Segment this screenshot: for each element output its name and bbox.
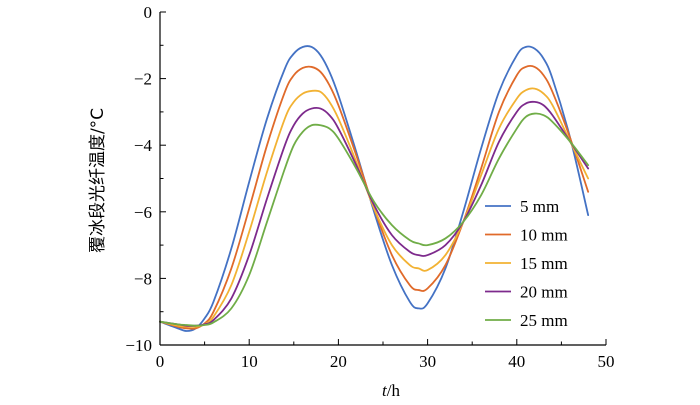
series-line-3 (159, 87, 590, 328)
legend-label-1: 5 mm (520, 197, 559, 216)
x-tick-label: 50 (598, 352, 615, 371)
legend-label-3: 15 mm (520, 254, 568, 273)
series-line-2 (159, 65, 590, 330)
y-tick-label: −10 (125, 336, 152, 355)
legend-label-4: 20 mm (520, 283, 568, 302)
x-tick-label: 30 (419, 352, 436, 371)
plot-area (159, 45, 590, 332)
legend-label-5: 25 mm (520, 311, 568, 330)
y-tick-label: −2 (134, 70, 152, 89)
y-tick-label: −4 (134, 136, 153, 155)
x-tick-label: 40 (508, 352, 525, 371)
legend: 5 mm 10 mm 15 mm 20 mm 25 mm (485, 197, 568, 330)
x-tick-label: 10 (241, 352, 258, 371)
series-line-4 (159, 100, 590, 327)
x-tick-label: 20 (330, 352, 347, 371)
x-axis-unit: /h (387, 381, 401, 400)
y-tick-label: 0 (144, 3, 153, 22)
x-axis-variable: t (382, 381, 388, 400)
x-axis-title: t/h (382, 381, 400, 400)
y-axis-title: 覆冰段光纤温度/°C (88, 108, 108, 253)
axes: 0 10 20 30 40 50 0 −2 −4 −6 −8 −10 t/h 覆冰段光纤温度/°C (88, 3, 615, 400)
x-tick-label: 0 (156, 352, 165, 371)
legend-label-2: 10 mm (520, 226, 568, 245)
y-tick-label: −8 (134, 269, 152, 288)
series-line-5 (159, 112, 590, 327)
series-line-1 (159, 45, 590, 332)
y-tick-label: −6 (134, 203, 152, 222)
